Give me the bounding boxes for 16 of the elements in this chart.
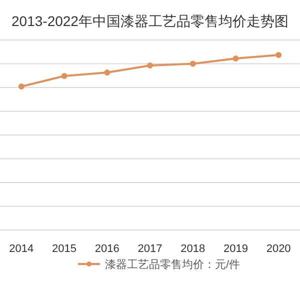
point	[276, 52, 282, 58]
x-tick-label: 2015	[52, 243, 77, 255]
x-tick-label: 2014	[9, 243, 34, 255]
point	[147, 62, 153, 68]
chart-title: 2013-2022年中国漆器工艺品零售均价走势图	[12, 13, 288, 29]
point	[18, 84, 24, 90]
x-tick-label: 2017	[138, 243, 162, 255]
point	[104, 70, 110, 76]
point	[190, 60, 196, 67]
x-tick-label: 2020	[266, 243, 291, 255]
legend-label: 漆器工艺品零售均价：元/件	[105, 258, 240, 271]
x-tick-label: 2018	[180, 243, 206, 255]
x-tick-label: 2019	[223, 243, 248, 255]
point	[61, 73, 68, 79]
x-tick-label: 2016	[94, 243, 120, 255]
point	[232, 56, 239, 62]
